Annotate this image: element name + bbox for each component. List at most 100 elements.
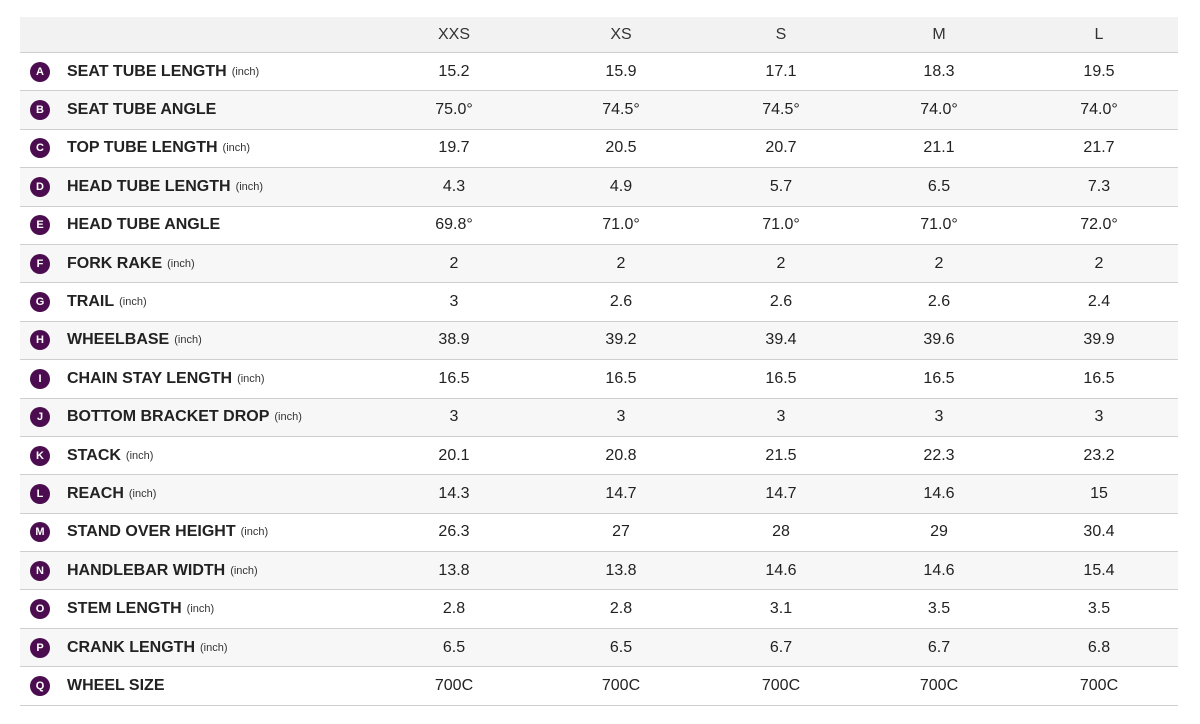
row-label: E HEAD TUBE ANGLE	[20, 215, 370, 236]
value-cell: 6.5	[442, 638, 466, 656]
value-cell: 16.5	[765, 369, 797, 387]
value-cell: 39.4	[765, 331, 797, 349]
value-cell: 20.8	[605, 446, 637, 464]
letter-badge: E	[30, 215, 50, 236]
column-header: L	[1094, 25, 1104, 43]
value-cell: 3	[934, 408, 944, 426]
letter-badge: F	[30, 253, 50, 274]
value-cell: 4.9	[609, 177, 633, 195]
measure-name: BOTTOM BRACKET DROP	[67, 408, 270, 426]
measure-name: TRAIL	[67, 293, 115, 311]
row-label: P CRANK LENGTH (inch)	[20, 637, 370, 658]
row-label: B SEAT TUBE ANGLE	[20, 100, 370, 121]
value-cell: 72.0°	[1080, 216, 1118, 234]
value-cell: 2.4	[1087, 293, 1111, 311]
table-row: D HEAD TUBE LENGTH (inch) 4.3 4.9 5.7 6.5 7.3	[20, 168, 1178, 207]
value-cell: 15	[1090, 484, 1108, 502]
value-cell: 16.5	[438, 369, 470, 387]
value-cell: 7.3	[1087, 177, 1111, 195]
row-label: J BOTTOM BRACKET DROP (inch)	[20, 407, 370, 428]
value-cell: 700C	[601, 676, 641, 694]
value-cell: 3	[616, 408, 626, 426]
letter-badge: B	[30, 100, 50, 121]
row-label: I CHAIN STAY LENGTH (inch)	[20, 368, 370, 389]
measure-name: TOP TUBE LENGTH	[67, 139, 218, 157]
value-cell: 74.0°	[920, 101, 958, 119]
value-cell: 3.1	[769, 600, 793, 618]
row-label: K STACK (inch)	[20, 445, 370, 466]
table-row: M STAND OVER HEIGHT (inch) 26.3 27 28 29 30.4	[20, 514, 1178, 553]
column-header: XS	[610, 25, 632, 43]
value-cell: 30.4	[1083, 523, 1115, 541]
value-cell: 15.2	[438, 62, 470, 80]
letter-badge: M	[30, 522, 50, 543]
unit: (inch)	[231, 65, 260, 78]
value-cell: 21.1	[923, 139, 955, 157]
table-row: C TOP TUBE LENGTH (inch) 19.7 20.5 20.7 21.1 21…	[20, 130, 1178, 169]
unit: (inch)	[240, 526, 269, 539]
value-cell: 16.5	[1083, 369, 1115, 387]
measure-name: SEAT TUBE LENGTH	[67, 62, 227, 80]
column-header: XXS	[437, 25, 470, 43]
value-cell: 5.7	[769, 177, 793, 195]
row-label: N HANDLEBAR WIDTH (inch)	[20, 560, 370, 581]
value-cell: 6.8	[1087, 638, 1111, 656]
value-cell: 2	[449, 254, 459, 272]
value-cell: 2	[616, 254, 626, 272]
value-cell: 6.7	[927, 638, 951, 656]
letter-badge: H	[30, 330, 50, 351]
unit: (inch)	[128, 487, 157, 500]
measure-name: WHEEL SIZE	[67, 676, 165, 694]
value-cell: 3	[449, 408, 459, 426]
unit: (inch)	[174, 334, 202, 347]
measure-name: HEAD TUBE ANGLE	[67, 216, 221, 234]
unit: (inch)	[222, 142, 251, 155]
value-cell: 2.6	[927, 293, 951, 311]
value-cell: 13.8	[605, 561, 637, 579]
value-cell: 39.2	[605, 331, 637, 349]
value-cell: 6.5	[927, 177, 951, 195]
value-cell: 74.5°	[602, 101, 640, 119]
column-header: M	[932, 25, 946, 43]
value-cell: 4.3	[442, 177, 466, 195]
value-cell: 14.6	[923, 484, 955, 502]
value-cell: 19.7	[438, 139, 470, 157]
table-row: E HEAD TUBE ANGLE 69.8° 71.0° 71.0° 71.0° 72.0…	[20, 207, 1178, 245]
unit: (inch)	[200, 641, 228, 654]
value-cell: 23.2	[1083, 446, 1115, 464]
value-cell: 20.1	[438, 446, 470, 464]
letter-badge: K	[30, 445, 50, 466]
table-row: J BOTTOM BRACKET DROP (inch) 3 3 3 3 3	[20, 398, 1178, 437]
letter-badge: Q	[30, 675, 50, 696]
value-cell: 17.1	[765, 62, 797, 80]
value-cell: 6.7	[769, 638, 793, 656]
letter-badge: J	[30, 407, 50, 428]
measure-name: STAND OVER HEIGHT	[67, 523, 236, 541]
value-cell: 6.5	[609, 638, 633, 656]
letter-badge: P	[30, 637, 50, 658]
table-row: O STEM LENGTH (inch) 2.8 2.8 3.1 3.5 3.5	[20, 590, 1178, 629]
value-cell: 13.8	[438, 561, 470, 579]
value-cell: 38.9	[438, 331, 470, 349]
value-cell: 14.6	[923, 561, 955, 579]
value-cell: 700C	[919, 676, 959, 694]
value-cell: 69.8°	[435, 216, 473, 234]
unit: (inch)	[274, 411, 302, 424]
unit: (inch)	[186, 603, 215, 616]
table-row: B SEAT TUBE ANGLE 75.0° 74.5° 74.5° 74.0° 74.0…	[20, 91, 1178, 130]
unit: (inch)	[237, 372, 265, 385]
value-cell: 3.5	[927, 600, 951, 618]
value-cell: 3.5	[1087, 600, 1111, 618]
value-cell: 15.9	[605, 62, 637, 80]
value-cell: 71.0°	[762, 216, 800, 234]
letter-badge: O	[30, 599, 50, 620]
table-row: K STACK (inch) 20.1 20.8 21.5 22.3 23.2	[20, 437, 1178, 476]
value-cell: 74.5°	[762, 101, 800, 119]
value-cell: 2	[1094, 254, 1104, 272]
row-label: Q WHEEL SIZE	[20, 675, 370, 696]
value-cell: 20.5	[605, 139, 637, 157]
letter-badge: N	[30, 560, 50, 581]
row-label: A SEAT TUBE LENGTH (inch)	[20, 61, 370, 82]
value-cell: 14.6	[765, 561, 797, 579]
